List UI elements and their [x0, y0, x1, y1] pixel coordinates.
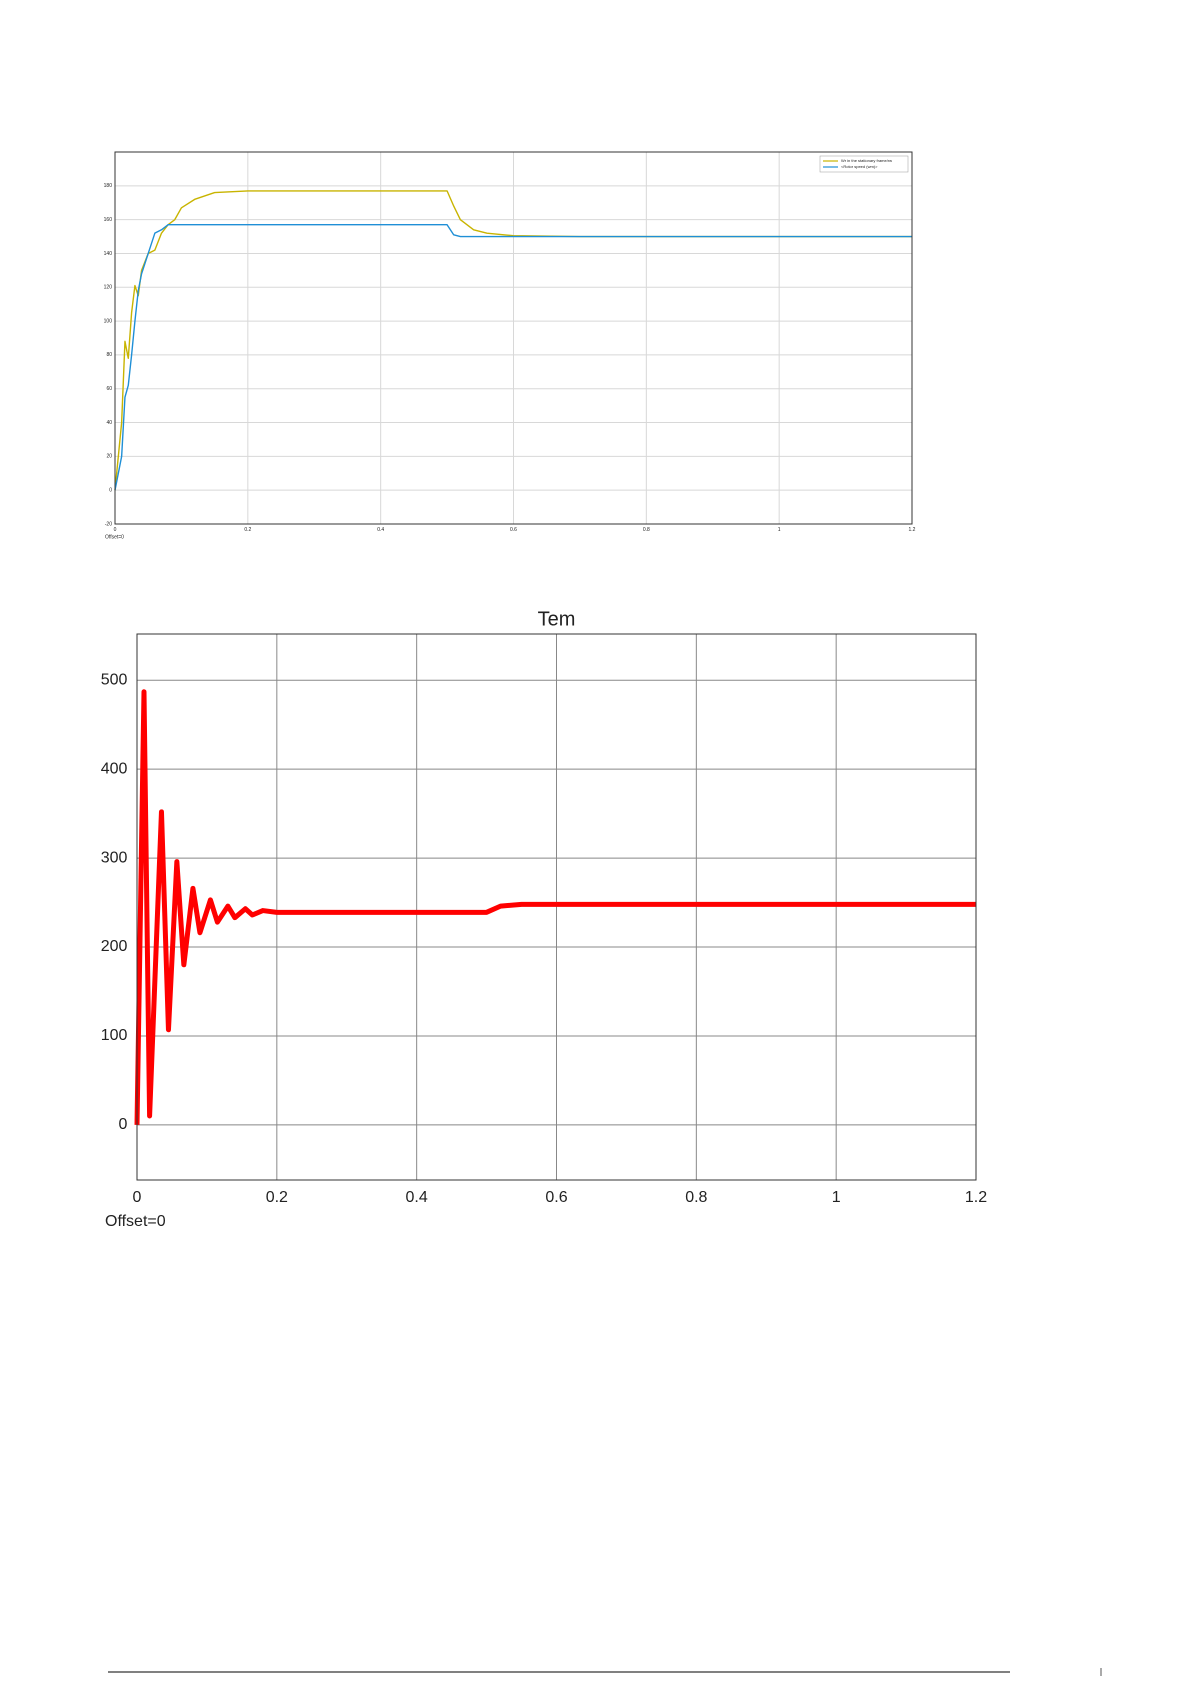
y-tick-label: 180 — [104, 183, 113, 189]
y-tick-label: 160 — [104, 217, 113, 223]
y-tick-label: -20 — [105, 521, 112, 527]
chart-title: Tem — [538, 608, 576, 630]
x-tick-label: 0.6 — [510, 527, 517, 533]
y-tick-label: 100 — [104, 318, 113, 324]
x-tick-label: 1.2 — [965, 1189, 987, 1206]
y-tick-label: 100 — [101, 1027, 128, 1044]
x-tick-label: 0.4 — [377, 527, 384, 533]
legend-label: <Rotor speed (wm)> — [841, 164, 878, 169]
x-tick-label: 0.8 — [685, 1189, 707, 1206]
y-tick-label: 20 — [106, 454, 112, 460]
y-tick-label: 80 — [106, 352, 112, 358]
series-line — [114, 224, 912, 491]
y-tick-label: 60 — [106, 386, 112, 392]
x-tick-label: 0.4 — [406, 1189, 428, 1206]
offset-label: Offset=0 — [105, 1213, 166, 1230]
y-tick-label: 300 — [101, 849, 128, 866]
y-tick-label: 0 — [109, 488, 112, 494]
legend-label: Wr in the stationary frame/rw — [841, 158, 892, 163]
y-tick-label: 40 — [106, 420, 112, 426]
x-tick-label: 0.6 — [545, 1189, 567, 1206]
y-tick-label: 120 — [104, 285, 113, 291]
legend-box — [819, 155, 909, 173]
y-tick-label: 200 — [101, 938, 128, 955]
y-tick-label: 500 — [101, 671, 128, 688]
offset-label: Offset=0 — [105, 534, 124, 540]
y-tick-label: 400 — [101, 760, 128, 777]
series-line — [114, 190, 912, 491]
plot-frame — [136, 633, 977, 1181]
plot-frame — [114, 151, 913, 525]
x-tick-label: 0.2 — [266, 1189, 288, 1206]
series-line — [134, 689, 976, 1125]
x-tick-label: 0 — [133, 1189, 142, 1206]
y-tick-label: 140 — [104, 251, 113, 257]
x-tick-label: 1 — [778, 527, 781, 533]
x-tick-label: 0.8 — [643, 527, 650, 533]
y-tick-label: 0 — [118, 1116, 127, 1133]
x-tick-label: 0 — [114, 527, 117, 533]
x-tick-label: 1.2 — [909, 527, 916, 533]
x-tick-label: 0.2 — [244, 527, 251, 533]
x-tick-label: 1 — [832, 1189, 841, 1206]
